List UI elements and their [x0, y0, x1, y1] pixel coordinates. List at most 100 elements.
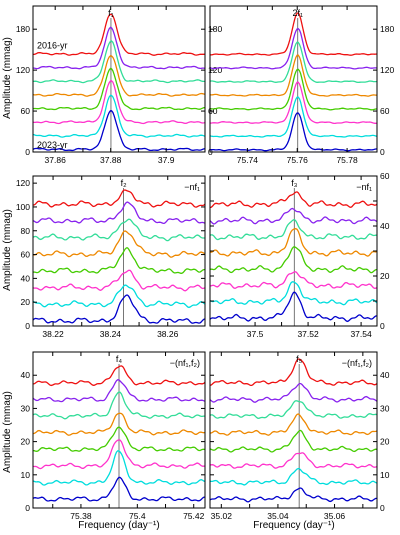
y-tick-label: 20: [380, 437, 390, 447]
panel-frame: [32, 175, 206, 327]
y-tick-label: 0: [25, 503, 30, 513]
panel-frame: [32, 351, 206, 509]
series-line-4: [33, 247, 205, 274]
y-tick-label: 40: [380, 370, 390, 380]
x-tick-label: 75.38: [70, 511, 92, 521]
x-tick-label: 75.78: [336, 155, 358, 165]
x-tick-label: 38.26: [157, 329, 179, 339]
x-tick-label: 38.24: [100, 329, 122, 339]
y-axis-label-middle: Amplitude (mmag): [2, 209, 13, 291]
y-tick-label: 30: [380, 403, 390, 413]
year-label-2023: 2023-yr: [37, 140, 68, 150]
y-tick-label: 120: [208, 65, 222, 75]
x-tick-label: 75.42: [183, 511, 205, 521]
series-line-7: [210, 207, 377, 225]
series-line-1: [33, 294, 205, 324]
series-line-1: [210, 291, 377, 323]
series-line-6: [210, 41, 377, 84]
series-line-2: [210, 467, 377, 486]
x-tick-label: 37.54: [350, 329, 372, 339]
y-tick-label: 60: [21, 250, 31, 260]
y-tick-label: 120: [380, 65, 394, 75]
y-tick-label: 0: [380, 503, 385, 513]
series-line-8: [33, 13, 205, 56]
y-tick-label: 180: [16, 24, 30, 34]
y-tick-label: 60: [380, 106, 390, 116]
peak-label: f₄: [116, 354, 123, 364]
y-tick-label: 180: [380, 24, 394, 34]
x-tick-label: 38.22: [42, 329, 64, 339]
series-line-3: [33, 439, 205, 470]
x-tick-label: 35.02: [211, 511, 233, 521]
year-label-2016: 2016-yr: [37, 40, 68, 50]
x-tick-label: 37.52: [297, 329, 319, 339]
x-tick-label: 75.76: [287, 155, 309, 165]
series-line-7: [33, 26, 205, 70]
series-line-6: [33, 40, 205, 84]
panel-middle-left: 38.22 38.24 38.26 0 20 40 60 80 100 120 f₂ −nf₁: [16, 175, 206, 339]
y-tick-label: 180: [208, 24, 222, 34]
y-tick-label: 60: [380, 171, 390, 181]
series-line-3: [210, 271, 377, 289]
series-line-8: [210, 191, 377, 209]
panel-middle-right: 37.5 37.52 37.54 0 20 40 60 f₃ −nf₁: [209, 171, 390, 339]
series-group: [210, 12, 377, 152]
series-line-1: [33, 110, 205, 152]
panel-frame: [209, 175, 378, 327]
series-group: [33, 189, 205, 324]
x-tick-label: 37.5: [247, 329, 264, 339]
y-tick-label: 40: [380, 221, 390, 231]
x-tick-label: 75.74: [237, 155, 259, 165]
y-tick-label: 0: [25, 147, 30, 157]
series-line-7: [33, 378, 205, 403]
series-line-5: [210, 228, 377, 257]
series-line-6: [33, 218, 205, 242]
series-line-5: [210, 413, 377, 436]
series-line-8: [210, 12, 377, 56]
y-tick-label: 120: [16, 178, 30, 188]
series-line-4: [210, 68, 377, 111]
x-tick-label: 37.9: [158, 155, 175, 165]
x-tick-label: 35.04: [267, 511, 289, 521]
y-axis-label-top: Amplitude (mmag): [2, 37, 13, 119]
series-line-5: [33, 55, 205, 97]
y-tick-label: 20: [380, 271, 390, 281]
x-tick-label: 75.4: [129, 511, 146, 521]
y-tick-label: 100: [16, 202, 30, 212]
panel-bottom-left: 75.38 75.4 75.42 0 10 20 30 40 f₄ −(nf₁,f₂): [21, 351, 206, 521]
series-group: [210, 358, 377, 503]
panel-frame: [209, 351, 378, 509]
series-line-7: [210, 27, 377, 70]
x-tick-label: 37.88: [100, 155, 122, 165]
peak-label: 2f₁: [292, 8, 303, 18]
y-tick-label: 0: [380, 147, 385, 157]
series-line-3: [33, 269, 205, 292]
series-line-2: [33, 94, 205, 138]
series-line-4: [33, 426, 205, 452]
panel-bottom-right: 35.02 35.04 35.06 0 10 20 30 40 f₅ −(nf₁,f₂): [209, 351, 390, 521]
series-line-8: [33, 189, 205, 208]
panel-top-right: 75.74 75.76 75.78 0 60 120 180 2f₁: [209, 5, 394, 165]
series-group: [210, 191, 377, 323]
prewhitening-note: −nf₁: [356, 182, 372, 192]
series-line-8: [210, 358, 377, 387]
x-axis-label-right: Frequency (day⁻¹): [253, 520, 334, 531]
series-line-3: [33, 80, 205, 125]
y-axis-label-bottom: Amplitude (mmag): [2, 391, 13, 473]
prewhitening-note: −nf₁: [184, 182, 200, 192]
series-line-7: [210, 382, 377, 403]
series-line-7: [33, 201, 205, 225]
panel-frame: [32, 5, 206, 153]
panel-frame: [209, 5, 378, 153]
series-line-4: [210, 246, 377, 274]
series-line-6: [210, 219, 377, 241]
series-line-4: [33, 67, 205, 111]
panels: 37.86 37.88 37.9 0 0 60 60 120 120 180 180 f₁ 2016-y…: [16, 5, 394, 521]
y-tick-label: 10: [380, 470, 390, 480]
series-group: [33, 13, 205, 152]
y-tick-label: 0: [25, 321, 30, 331]
series-line-2: [33, 284, 205, 309]
y-tick-label: 120: [16, 65, 30, 75]
series-line-2: [33, 450, 205, 486]
